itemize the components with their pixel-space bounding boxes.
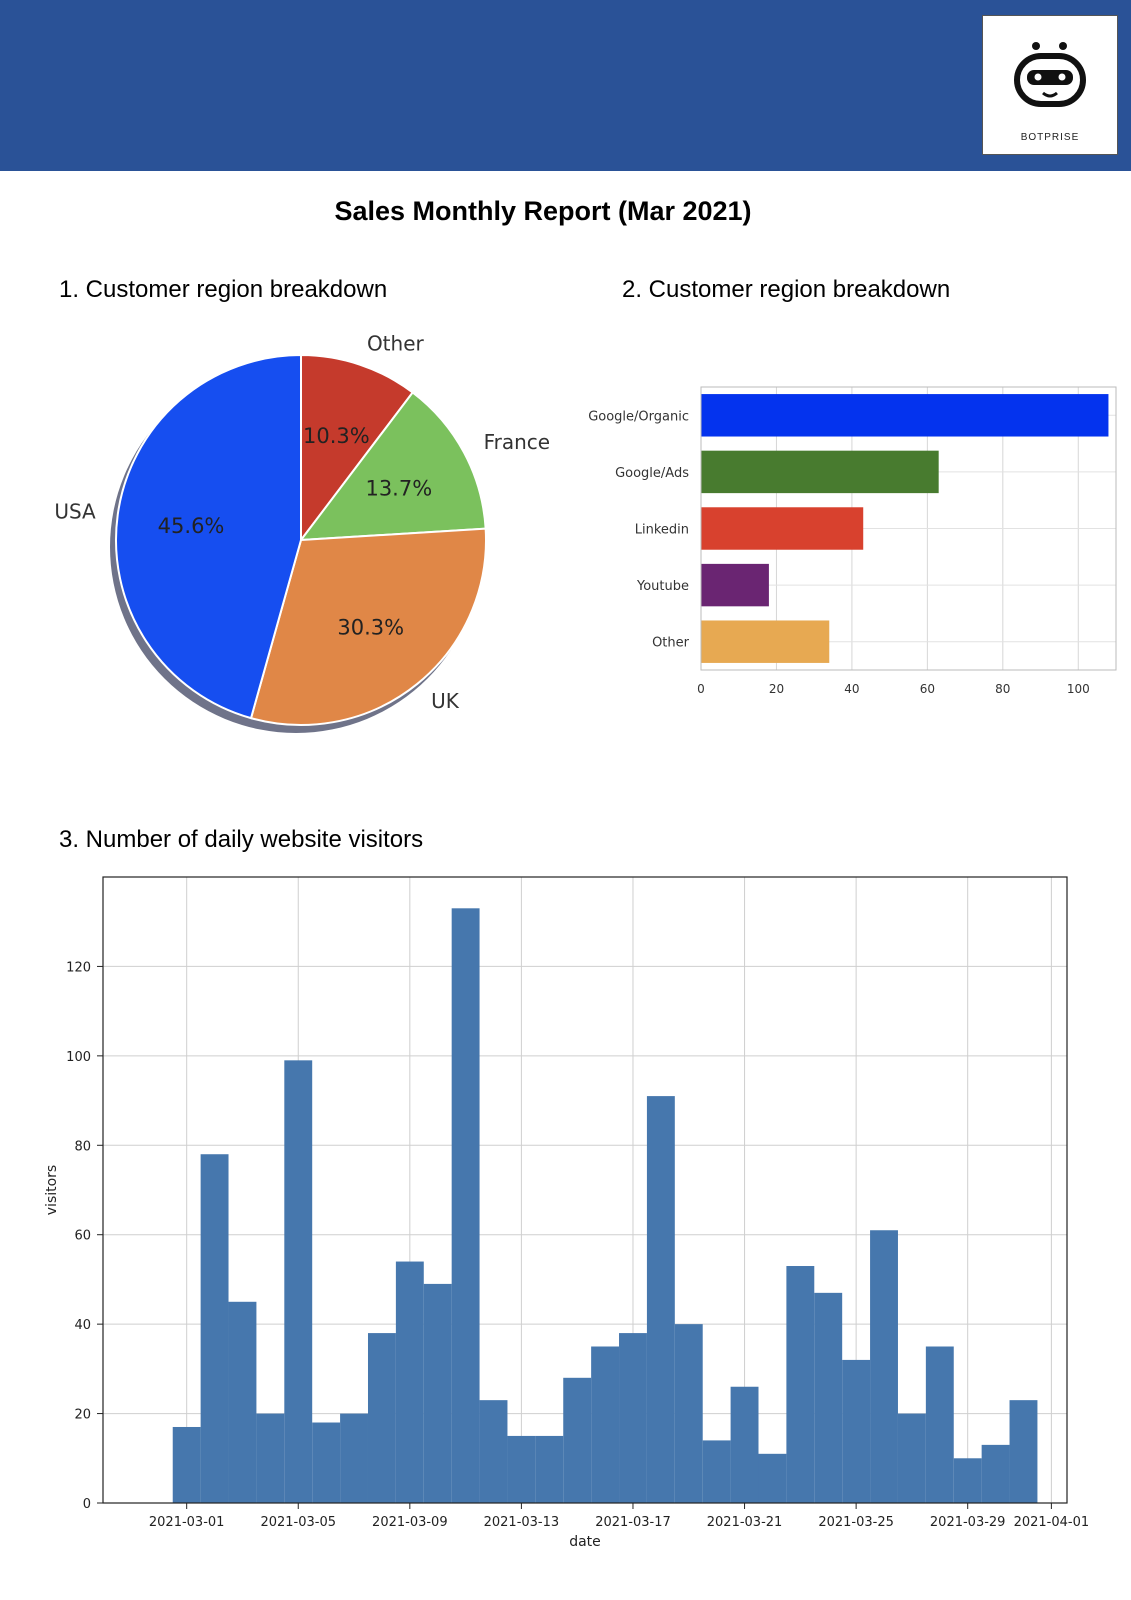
hbar-x-tick-label: 0 xyxy=(697,682,705,696)
visitors-y-tick-label: 0 xyxy=(83,1497,91,1512)
visitors-y-tick-label: 120 xyxy=(66,960,91,975)
visitors-x-axis-label: date xyxy=(569,1534,601,1550)
pie-pct-label: 45.6% xyxy=(158,514,225,538)
hbar-category-label: Linkedin xyxy=(635,523,689,538)
visitors-bar xyxy=(925,1346,954,1503)
hbar-x-tick-label: 60 xyxy=(920,682,935,696)
pie-category-label: UK xyxy=(431,689,460,713)
pie-slice-france xyxy=(298,391,487,542)
visitors-x-tick-label: 2021-03-21 xyxy=(707,1515,783,1530)
visitors-bar xyxy=(870,1230,898,1503)
hbar-x-tick-label: 80 xyxy=(995,682,1010,696)
pie-slice-other xyxy=(300,353,415,543)
visitors-bar xyxy=(563,1377,592,1503)
pie-slice-uk xyxy=(249,527,487,726)
visitors-frame xyxy=(102,876,1068,1504)
visitors-bar xyxy=(730,1386,759,1503)
visitors-bar xyxy=(814,1292,843,1503)
hbar-bar-google-ads xyxy=(701,450,939,494)
hbar-x-tick-label: 40 xyxy=(844,682,859,696)
visitors-bar xyxy=(284,1060,313,1503)
horizontal-bar-chart: 0 20 40 60 80 100 Google/Organic Google/Ads Link… xyxy=(588,386,1117,696)
visitors-bar xyxy=(228,1301,257,1503)
visitors-bar xyxy=(507,1435,536,1503)
visitors-x-tick-label: 2021-03-25 xyxy=(818,1515,894,1530)
visitors-bar xyxy=(1009,1400,1038,1503)
visitors-bar xyxy=(842,1359,871,1503)
hbar-x-tick-label: 100 xyxy=(1067,682,1090,696)
hbar-bar-linkedin xyxy=(701,507,864,550)
pie-pct-label: 10.3% xyxy=(303,424,370,448)
visitors-bar xyxy=(897,1413,926,1503)
visitors-bar xyxy=(367,1333,396,1503)
logo-text: BOTPRISE xyxy=(1020,132,1080,143)
visitors-bar xyxy=(312,1422,341,1503)
visitors-bar xyxy=(981,1444,1010,1503)
hbar-category-label: Other xyxy=(652,636,690,651)
visitors-bar xyxy=(674,1324,703,1503)
hbar-category-label: Youtube xyxy=(636,579,689,594)
visitors-x-tick-label: 2021-04-01 xyxy=(1014,1515,1090,1530)
visitors-y-tick-label: 40 xyxy=(74,1318,91,1333)
section-title-1: 1. Customer region breakdown xyxy=(59,276,388,303)
visitors-y-axis-label: visitors xyxy=(44,1165,60,1215)
visitors-y-tick-label: 80 xyxy=(74,1139,91,1154)
visitors-bar xyxy=(256,1413,285,1503)
visitors-bar xyxy=(395,1261,424,1503)
visitors-bar xyxy=(591,1346,620,1503)
visitors-bar xyxy=(758,1453,787,1503)
visitors-bar xyxy=(200,1154,229,1503)
visitors-bar xyxy=(479,1400,508,1503)
visitors-y-tick-label: 60 xyxy=(74,1229,91,1244)
visitors-y-tick-label: 20 xyxy=(74,1408,91,1423)
section-title-3: 3. Number of daily website visitors xyxy=(59,826,424,853)
hbar-bar-other xyxy=(701,620,830,663)
visitors-x-tick-label: 2021-03-17 xyxy=(595,1515,671,1530)
pie-category-label: France xyxy=(484,430,551,454)
pie-chart: 10.3% Other 13.7% France 30.3% UK 45.6% USA xyxy=(54,332,551,733)
pie-pct-label: 30.3% xyxy=(337,615,404,639)
section-title-2: 2. Customer region breakdown xyxy=(622,276,951,303)
visitors-bar xyxy=(172,1426,201,1503)
hbar-category-label: Google/Organic xyxy=(588,409,689,424)
visitors-bar xyxy=(786,1266,815,1503)
report-title: Sales Monthly Report (Mar 2021) xyxy=(334,196,752,226)
hbar-x-tick-label: 20 xyxy=(769,682,784,696)
visitors-x-tick-label: 2021-03-09 xyxy=(372,1515,448,1530)
visitors-x-tick-label: 2021-03-13 xyxy=(484,1515,560,1530)
pie-category-label: USA xyxy=(54,500,96,524)
visitors-bar xyxy=(340,1413,368,1503)
visitors-bar xyxy=(646,1096,675,1503)
visitors-bar xyxy=(619,1333,647,1503)
visitors-y-tick-label: 100 xyxy=(66,1050,91,1065)
hbar-category-label: Google/Ads xyxy=(615,466,689,481)
hbar-bar-youtube xyxy=(701,563,769,607)
visitors-bar xyxy=(702,1440,731,1503)
visitors-x-tick-label: 2021-03-01 xyxy=(149,1515,225,1530)
robot-icon xyxy=(1014,42,1086,107)
visitors-x-tick-label: 2021-03-29 xyxy=(930,1515,1006,1530)
visitors-bar xyxy=(953,1458,982,1503)
pie-pct-label: 13.7% xyxy=(365,477,432,501)
visitors-bar xyxy=(451,908,480,1503)
visitors-bar xyxy=(423,1283,452,1503)
visitors-x-tick-label: 2021-03-05 xyxy=(260,1515,336,1530)
pie-category-label: Other xyxy=(367,332,425,356)
logo: BOTPRISE xyxy=(982,15,1118,155)
visitors-bar xyxy=(535,1435,564,1503)
header-banner xyxy=(0,0,1131,171)
hbar-frame xyxy=(700,386,1117,671)
visitors-bar-chart: 2021-03-01 2021-03-05 2021-03-09 2021-03-13… xyxy=(44,876,1090,1550)
hbar-bar-google-organic xyxy=(701,394,1109,437)
pie-slice-usa xyxy=(115,353,302,720)
